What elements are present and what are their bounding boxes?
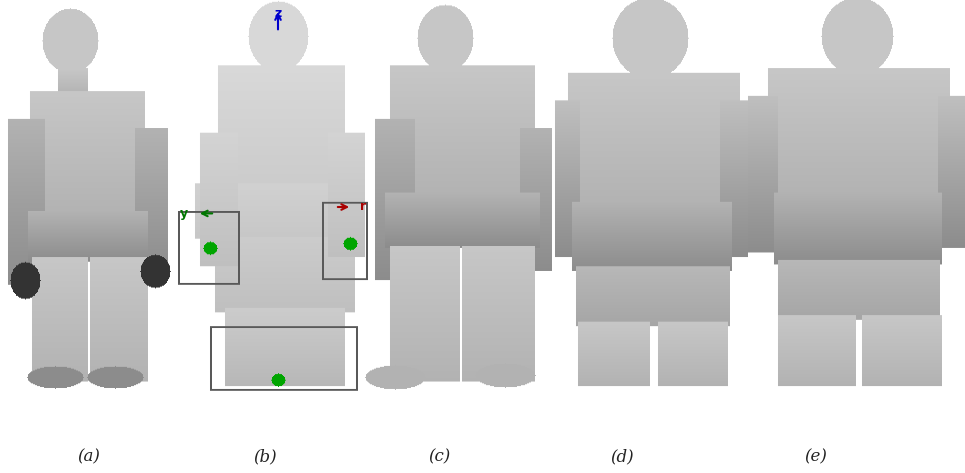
Text: (d): (d): [611, 448, 634, 465]
Text: r: r: [360, 201, 366, 213]
Text: z: z: [274, 8, 282, 20]
Text: y: y: [179, 207, 188, 220]
Text: (b): (b): [254, 448, 277, 465]
Text: (a): (a): [77, 448, 100, 465]
Text: (e): (e): [804, 448, 827, 465]
Text: (c): (c): [427, 448, 451, 465]
